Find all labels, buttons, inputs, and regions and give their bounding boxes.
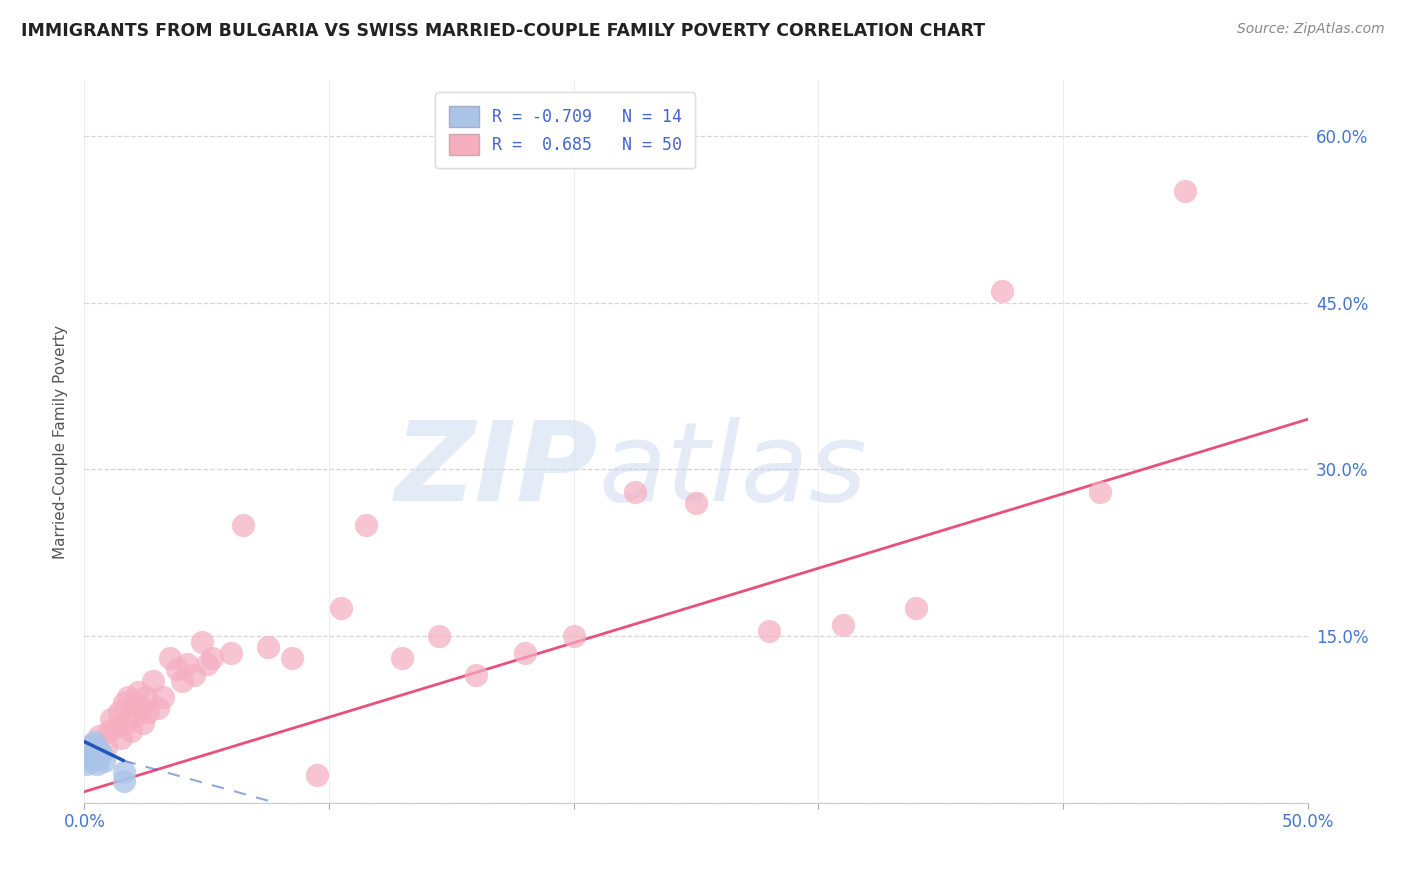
Point xyxy=(831,618,853,632)
Point xyxy=(513,646,536,660)
Point xyxy=(112,696,135,710)
Point xyxy=(90,746,112,760)
Point xyxy=(110,731,132,746)
Point xyxy=(83,734,105,748)
Point xyxy=(281,651,304,665)
Point xyxy=(122,698,145,712)
Point xyxy=(93,754,115,768)
Point xyxy=(86,742,108,756)
Point xyxy=(159,651,181,665)
Point xyxy=(195,657,218,671)
Point xyxy=(1088,484,1111,499)
Point xyxy=(183,668,205,682)
Text: IMMIGRANTS FROM BULGARIA VS SWISS MARRIED-COUPLE FAMILY POVERTY CORRELATION CHAR: IMMIGRANTS FROM BULGARIA VS SWISS MARRIE… xyxy=(21,22,986,40)
Point xyxy=(391,651,413,665)
Point xyxy=(354,517,377,532)
Point xyxy=(83,749,105,764)
Point xyxy=(142,673,165,688)
Point xyxy=(232,517,254,532)
Point xyxy=(200,651,222,665)
Point xyxy=(305,768,328,782)
Point xyxy=(115,715,138,730)
Point xyxy=(125,709,148,723)
Point xyxy=(80,754,103,768)
Point xyxy=(112,773,135,788)
Text: atlas: atlas xyxy=(598,417,866,524)
Point xyxy=(135,690,157,705)
Point xyxy=(96,740,118,755)
Point xyxy=(1174,185,1197,199)
Point xyxy=(117,690,139,705)
Point xyxy=(87,729,110,743)
Point xyxy=(77,740,100,755)
Point xyxy=(132,715,155,730)
Point xyxy=(624,484,647,499)
Point xyxy=(166,662,188,676)
Point xyxy=(80,738,103,752)
Point xyxy=(219,646,242,660)
Legend: R = -0.709   N = 14, R =  0.685   N = 50: R = -0.709 N = 14, R = 0.685 N = 50 xyxy=(436,92,695,169)
Point xyxy=(562,629,585,643)
Point xyxy=(464,668,486,682)
Point xyxy=(97,723,120,738)
Point xyxy=(685,496,707,510)
Point xyxy=(191,634,214,648)
Point xyxy=(80,754,103,768)
Point xyxy=(172,673,194,688)
Point xyxy=(905,601,928,615)
Point xyxy=(76,756,98,771)
Point xyxy=(129,701,152,715)
Text: Source: ZipAtlas.com: Source: ZipAtlas.com xyxy=(1237,22,1385,37)
Point xyxy=(77,751,100,765)
Point xyxy=(100,713,122,727)
Point xyxy=(86,756,108,771)
Point xyxy=(758,624,780,638)
Point xyxy=(120,723,142,738)
Point xyxy=(427,629,450,643)
Point xyxy=(152,690,174,705)
Point xyxy=(136,705,159,719)
Point xyxy=(176,657,198,671)
Point xyxy=(112,764,135,779)
Y-axis label: Married-Couple Family Poverty: Married-Couple Family Poverty xyxy=(53,325,69,558)
Point xyxy=(991,285,1014,299)
Point xyxy=(330,601,353,615)
Point xyxy=(107,705,129,719)
Point xyxy=(146,701,169,715)
Point xyxy=(257,640,280,655)
Point xyxy=(127,684,149,698)
Point xyxy=(87,751,110,765)
Point xyxy=(105,720,128,734)
Text: ZIP: ZIP xyxy=(395,417,598,524)
